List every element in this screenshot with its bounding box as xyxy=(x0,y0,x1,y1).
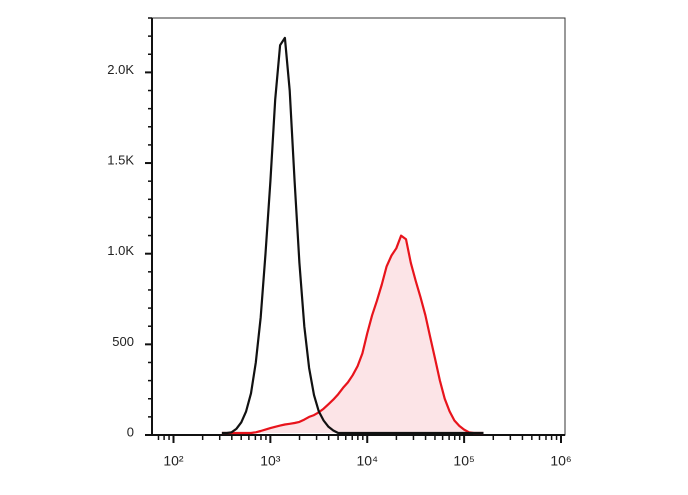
x-tick-label: 10⁶ xyxy=(550,453,571,469)
x-tick-label: 10² xyxy=(163,453,184,469)
y-tick-label: 500 xyxy=(112,334,134,349)
histogram-line xyxy=(221,36,484,435)
histogram-line xyxy=(221,234,484,435)
y-tick-label: 2.0K xyxy=(107,62,134,77)
y-tick-label: 0 xyxy=(127,424,134,439)
y-tick-label: 1.5K xyxy=(107,152,134,167)
x-tick-label: 10⁴ xyxy=(356,453,378,469)
histogram-area xyxy=(221,235,484,433)
y-tick-label: 1.0K xyxy=(107,243,134,258)
x-tick-label: 10⁵ xyxy=(453,453,474,469)
x-tick-label: 10³ xyxy=(260,453,281,469)
